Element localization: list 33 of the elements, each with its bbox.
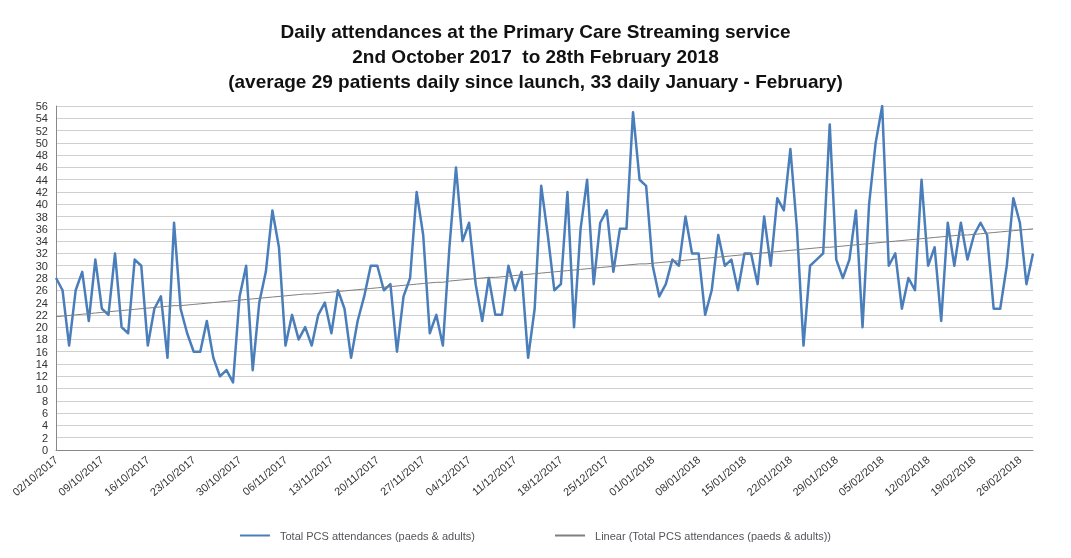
y-tick-label: 48 — [35, 149, 49, 162]
y-tick-label: 38 — [35, 210, 49, 223]
y-tick-label: 30 — [35, 259, 49, 272]
y-tick-label: 34 — [35, 235, 49, 248]
legend-label: Total PCS attendances (paeds & adults) — [279, 529, 476, 542]
y-tick-label: 14 — [35, 358, 49, 370]
y-tick-label: 16 — [35, 345, 49, 358]
y-tick-label: 12 — [35, 370, 49, 383]
y-tick-label: 8 — [41, 394, 49, 407]
y-tick-label: 44 — [35, 173, 49, 186]
y-tick-label: 46 — [35, 161, 49, 174]
y-tick-label: 10 — [35, 382, 49, 395]
y-tick-label: 56 — [35, 100, 49, 112]
y-tick-label: 2 — [41, 431, 49, 444]
y-tick-label: 50 — [35, 136, 49, 149]
y-tick-label: 32 — [35, 247, 49, 260]
y-tick-label: 54 — [35, 112, 49, 125]
y-tick-label: 0 — [41, 444, 49, 456]
y-tick-label: 24 — [35, 296, 49, 309]
chart-title: Daily attendances at the Primary Care Streaming service 2nd October 2017 to 28th February 2018 (average 29 patients daily since launch, 33 daily January - February) — [228, 21, 843, 92]
y-tick-label: 18 — [35, 333, 49, 346]
legend-label: Linear (Total PCS attendances (paeds & adults)) — [595, 529, 832, 542]
y-tick-label: 20 — [35, 321, 49, 334]
y-tick-label: 42 — [35, 186, 49, 198]
y-tick-label: 26 — [35, 284, 49, 297]
y-tick-label: 28 — [35, 272, 49, 284]
y-tick-label: 6 — [41, 407, 49, 420]
y-tick-label: 40 — [35, 198, 49, 211]
y-tick-label: 4 — [41, 419, 49, 432]
y-tick-label: 52 — [35, 124, 49, 137]
line-series — [54, 104, 1035, 384]
y-tick-label: 22 — [35, 308, 49, 321]
y-tick-label: 36 — [35, 222, 49, 235]
